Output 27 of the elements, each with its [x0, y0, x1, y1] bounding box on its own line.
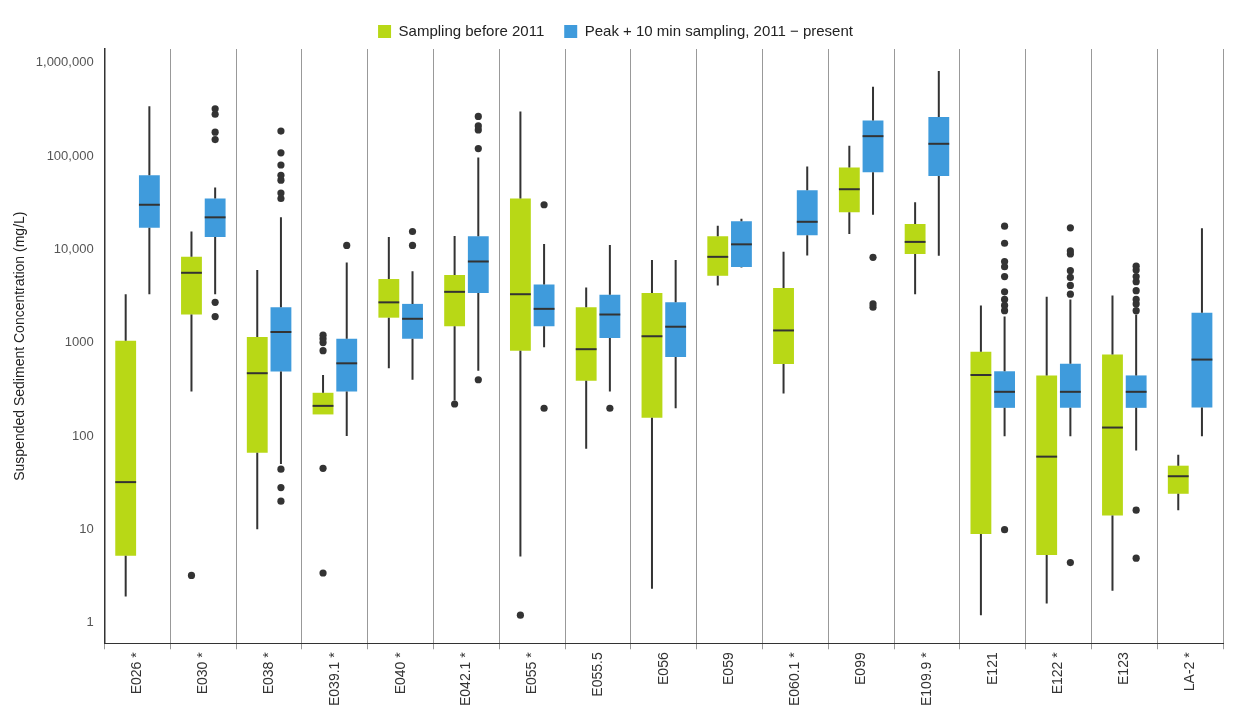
- y-tick-label: 100: [71, 427, 94, 443]
- x-tick-label: E055.5: [588, 652, 605, 697]
- x-tick-label: LA-2 *: [1180, 651, 1197, 692]
- x-tick-label: E060.1 *: [786, 651, 803, 707]
- y-tick-label: 10,000: [53, 240, 94, 256]
- x-tick-label: E042.1 *: [457, 651, 474, 707]
- x-tick-label: E109.9 *: [917, 651, 934, 707]
- y-tick-label: 1000: [64, 334, 94, 350]
- x-tick-label: E099: [852, 652, 869, 685]
- y-axis-title: Suspended Sediment Concentration (mg/L): [11, 211, 28, 481]
- y-tick-label: 10: [79, 520, 94, 536]
- x-tick-label: E039.1 *: [325, 651, 342, 707]
- x-tick-label: E030 *: [194, 651, 211, 695]
- y-tick-label: 100,000: [46, 147, 94, 163]
- x-tick-label: E026 *: [128, 651, 145, 695]
- legend-label: Peak + 10 min sampling, 2011 − present: [584, 21, 854, 39]
- x-tick-label: E038 *: [259, 651, 276, 695]
- x-tick-label: E059: [720, 652, 737, 685]
- y-tick-label: 1,000,000: [35, 54, 94, 70]
- x-tick-label: E056: [654, 652, 671, 685]
- x-tick-label: E040 *: [391, 651, 408, 695]
- y-tick-label: 1: [86, 614, 94, 630]
- x-tick-label: E055 *: [523, 651, 540, 695]
- x-tick-label: E122 *: [1049, 651, 1066, 695]
- legend-label: Sampling before 2011: [398, 21, 545, 39]
- x-tick-label: E123: [1115, 652, 1132, 685]
- x-tick-label: E121: [983, 652, 1000, 685]
